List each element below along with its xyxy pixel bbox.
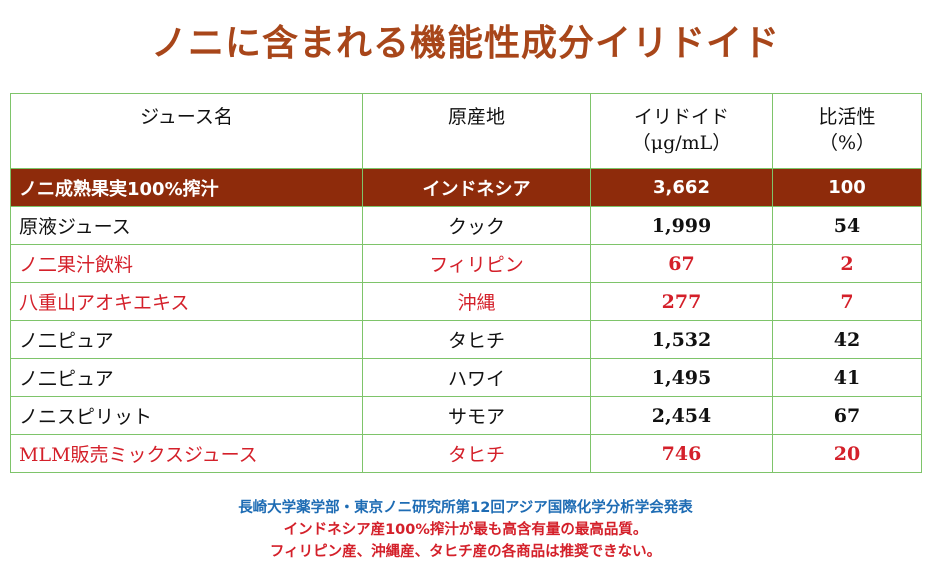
cell-activity: 54: [772, 206, 922, 245]
cell-origin: タヒチ: [362, 320, 591, 359]
table-row: ノ二ピュア タヒチ 1,532 42: [10, 320, 922, 359]
footer-warning: フィリピン産、沖縄産、タヒチ産の各商品は推奨できない。: [269, 544, 662, 560]
page-title: ノニに含まれる機能性成分イリドイド: [150, 23, 780, 64]
cell-activity: 20: [772, 434, 922, 473]
cell-origin: 沖縄: [362, 282, 591, 321]
footer-source-note: 長崎大学薬学部・東京ノニ研究所第12回アジア国際化学分析学会発表: [238, 500, 693, 516]
cell-iridoid: 277: [590, 282, 773, 321]
header-iridoid-label: イリドイド: [633, 106, 729, 128]
header-iridoid-unit: （μg/mL）: [631, 132, 732, 154]
cell-origin: インドネシア: [362, 168, 591, 207]
cell-iridoid: 3,662: [590, 168, 773, 207]
header-activity-label: 比活性: [818, 106, 876, 128]
cell-iridoid: 746: [590, 434, 773, 473]
header-origin: 原産地: [362, 93, 591, 169]
cell-juice-name: 原液ジュース: [10, 206, 363, 245]
cell-iridoid: 1,999: [590, 206, 773, 245]
header-iridoid: イリドイド （μg/mL）: [590, 93, 773, 169]
cell-juice-name: ノニスピリット: [10, 396, 363, 435]
table-header-row: ジュース名 原産地 イリドイド （μg/mL） 比活性 （%）: [10, 93, 922, 169]
cell-origin: サモア: [362, 396, 591, 435]
cell-juice-name: ノ二ピュア: [10, 358, 363, 397]
cell-iridoid: 1,495: [590, 358, 773, 397]
cell-activity: 2: [772, 244, 922, 283]
table-row: 八重山アオキエキス 沖縄 277 7: [10, 282, 922, 321]
cell-activity: 67: [772, 396, 922, 435]
cell-origin: ハワイ: [362, 358, 591, 397]
cell-origin: フィリピン: [362, 244, 591, 283]
cell-origin: タヒチ: [362, 434, 591, 473]
cell-juice-name: 八重山アオキエキス: [10, 282, 363, 321]
cell-iridoid: 67: [590, 244, 773, 283]
iridoid-table: ジュース名 原産地 イリドイド （μg/mL） 比活性 （%） ノニ成熟果実10…: [10, 93, 922, 473]
cell-activity: 100: [772, 168, 922, 207]
footer-conclusion: インドネシア産100%搾汁が最も高含有量の最高品質。: [283, 522, 648, 538]
header-juice-name: ジュース名: [10, 93, 363, 169]
table-row: ノニ成熟果実100%搾汁 インドネシア 3,662 100: [10, 168, 922, 207]
cell-activity: 42: [772, 320, 922, 359]
cell-origin: クック: [362, 206, 591, 245]
table-row: ノ二ピュア ハワイ 1,495 41: [10, 358, 922, 397]
cell-juice-name: ノ二ピュア: [10, 320, 363, 359]
cell-activity: 7: [772, 282, 922, 321]
cell-juice-name: MLM販売ミックスジュース: [10, 434, 363, 473]
header-activity-unit: （%）: [818, 132, 876, 154]
header-activity: 比活性 （%）: [772, 93, 922, 169]
cell-activity: 41: [772, 358, 922, 397]
cell-iridoid: 2,454: [590, 396, 773, 435]
table-row: ノ二果汁飲料 フィリピン 67 2: [10, 244, 922, 283]
cell-juice-name: ノニ成熟果実100%搾汁: [10, 168, 363, 207]
cell-juice-name: ノ二果汁飲料: [10, 244, 363, 283]
table-row: 原液ジュース クック 1,999 54: [10, 206, 922, 245]
cell-iridoid: 1,532: [590, 320, 773, 359]
table-row: MLM販売ミックスジュース タヒチ 746 20: [10, 434, 922, 473]
table-row: ノニスピリット サモア 2,454 67: [10, 396, 922, 435]
